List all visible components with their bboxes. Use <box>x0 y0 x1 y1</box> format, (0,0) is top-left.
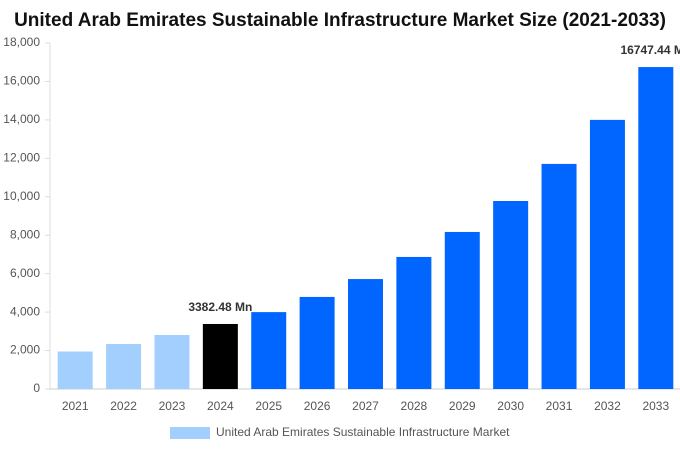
x-tick-label: 2028 <box>401 399 428 413</box>
bar <box>638 67 674 389</box>
bar <box>106 344 142 389</box>
bar <box>251 312 287 389</box>
y-tick-label: 2,000 <box>10 343 40 357</box>
y-tick-label: 4,000 <box>10 304 40 318</box>
legend-label: United Arab Emirates Sustainable Infrast… <box>216 425 510 439</box>
bar <box>589 119 625 389</box>
bar <box>202 323 238 389</box>
x-tick-label: 2029 <box>449 399 476 413</box>
y-tick-label: 18,000 <box>3 35 40 49</box>
bar <box>57 351 93 389</box>
chart-title: United Arab Emirates Sustainable Infrast… <box>14 10 666 31</box>
y-tick-label: 10,000 <box>3 189 40 203</box>
y-tick-label: 16,000 <box>3 74 40 88</box>
x-tick-label: 2022 <box>110 399 137 413</box>
x-tick-label: 2033 <box>642 399 669 413</box>
y-tick-label: 6,000 <box>10 266 40 280</box>
x-tick-label: 2023 <box>159 399 186 413</box>
y-tick-label: 8,000 <box>10 227 40 241</box>
value-label: 16747.44 Mn <box>620 43 680 57</box>
bar <box>396 256 432 389</box>
bar <box>299 296 335 389</box>
bar <box>493 201 529 389</box>
value-label: 3382.48 Mn <box>188 300 252 314</box>
x-tick-label: 2025 <box>255 399 282 413</box>
y-tick-label: 14,000 <box>3 112 40 126</box>
x-tick-label: 2031 <box>546 399 573 413</box>
bar <box>154 334 190 389</box>
bar <box>348 279 383 389</box>
x-tick-label: 2026 <box>304 399 331 413</box>
y-tick-label: 12,000 <box>3 151 40 165</box>
bar <box>541 163 577 389</box>
x-tick-label: 2021 <box>62 399 89 413</box>
y-tick-label: 0 <box>33 381 40 395</box>
legend-swatch <box>170 427 210 439</box>
x-tick-label: 2032 <box>594 399 621 413</box>
x-tick-label: 2024 <box>207 399 234 413</box>
bar <box>444 231 480 389</box>
x-tick-label: 2030 <box>497 399 524 413</box>
x-tick-label: 2027 <box>352 399 379 413</box>
